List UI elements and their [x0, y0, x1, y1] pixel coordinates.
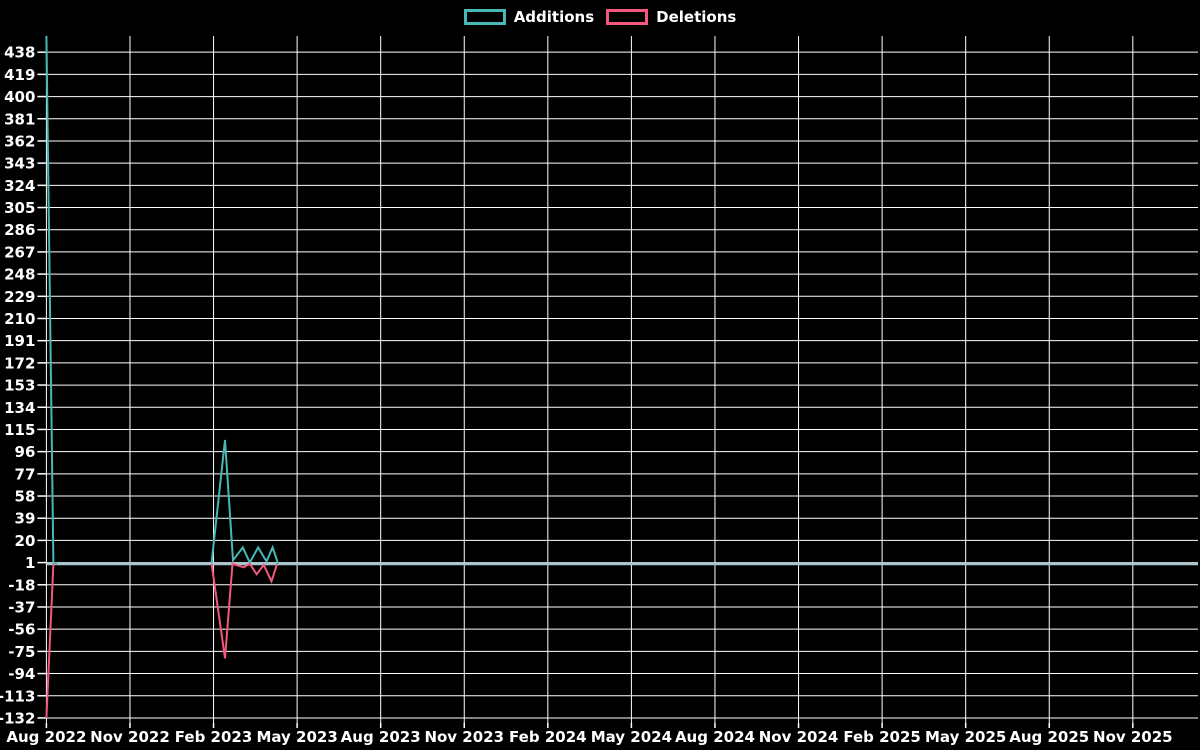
y-tick-label: -56 — [8, 621, 35, 639]
x-tick-label: May 2024 — [591, 728, 672, 746]
y-tick-label: 419 — [4, 66, 35, 84]
x-tick-label: Nov 2025 — [1093, 728, 1173, 746]
y-tick-label: -37 — [8, 598, 35, 616]
y-tick-label: 286 — [4, 221, 35, 239]
y-tick-label: 96 — [15, 443, 36, 461]
y-tick-label: 438 — [4, 44, 35, 62]
x-tick-label: Feb 2024 — [509, 728, 587, 746]
y-tick-label: 229 — [4, 288, 35, 306]
x-tick-label: Feb 2023 — [175, 728, 253, 746]
x-tick-label: Nov 2023 — [424, 728, 504, 746]
y-tick-label: 1 — [25, 554, 35, 572]
deletions-swatch-icon — [606, 9, 649, 25]
y-tick-label: 134 — [4, 399, 35, 417]
y-tick-label: 343 — [4, 155, 35, 173]
legend-label-deletions: Deletions — [656, 7, 737, 26]
y-tick-label: 305 — [4, 199, 35, 217]
x-tick-label: Aug 2025 — [1009, 728, 1089, 746]
legend-item-additions[interactable]: Additions — [463, 7, 595, 26]
y-tick-label: 381 — [4, 110, 35, 128]
y-tick-label: 172 — [4, 354, 35, 372]
series-line-deletions — [45, 563, 55, 718]
x-tick-label: Nov 2024 — [759, 728, 839, 746]
legend-item-deletions[interactable]: Deletions — [606, 9, 736, 25]
y-tick-label: 324 — [4, 177, 35, 195]
y-tick-label: 58 — [15, 488, 36, 506]
y-tick-label: 362 — [4, 132, 35, 150]
series-line-additions — [45, 35, 58, 565]
x-tick-label: Aug 2022 — [6, 728, 86, 746]
y-tick-label: 248 — [4, 266, 35, 284]
y-tick-label: -113 — [0, 687, 35, 705]
series-line-additions — [210, 439, 280, 565]
x-tick-label: Aug 2024 — [675, 728, 755, 746]
series-line-deletions — [210, 562, 279, 659]
legend-label-additions: Additions — [513, 7, 595, 26]
y-tick-label: -18 — [8, 576, 35, 594]
x-tick-label: May 2025 — [925, 728, 1006, 746]
y-tick-label: 191 — [4, 332, 35, 350]
y-tick-label: -94 — [8, 665, 35, 683]
x-tick-label: May 2023 — [256, 728, 337, 746]
y-tick-label: 115 — [4, 421, 35, 439]
y-tick-label: 210 — [4, 310, 35, 328]
y-tick-label: 39 — [15, 510, 36, 528]
x-tick-label: Aug 2023 — [341, 728, 421, 746]
y-tick-label: 153 — [4, 377, 35, 395]
additions-swatch-icon — [463, 9, 506, 25]
x-tick-label: Nov 2022 — [90, 728, 170, 746]
chart-legend: Additions Deletions — [0, 0, 1200, 34]
y-tick-label: -75 — [8, 643, 35, 661]
x-tick-label: Feb 2025 — [843, 728, 921, 746]
y-tick-label: -132 — [0, 709, 35, 727]
y-tick-label: 400 — [4, 88, 35, 106]
y-tick-label: 20 — [15, 532, 36, 550]
y-tick-label: 267 — [4, 243, 35, 261]
y-tick-label: 77 — [15, 465, 36, 483]
